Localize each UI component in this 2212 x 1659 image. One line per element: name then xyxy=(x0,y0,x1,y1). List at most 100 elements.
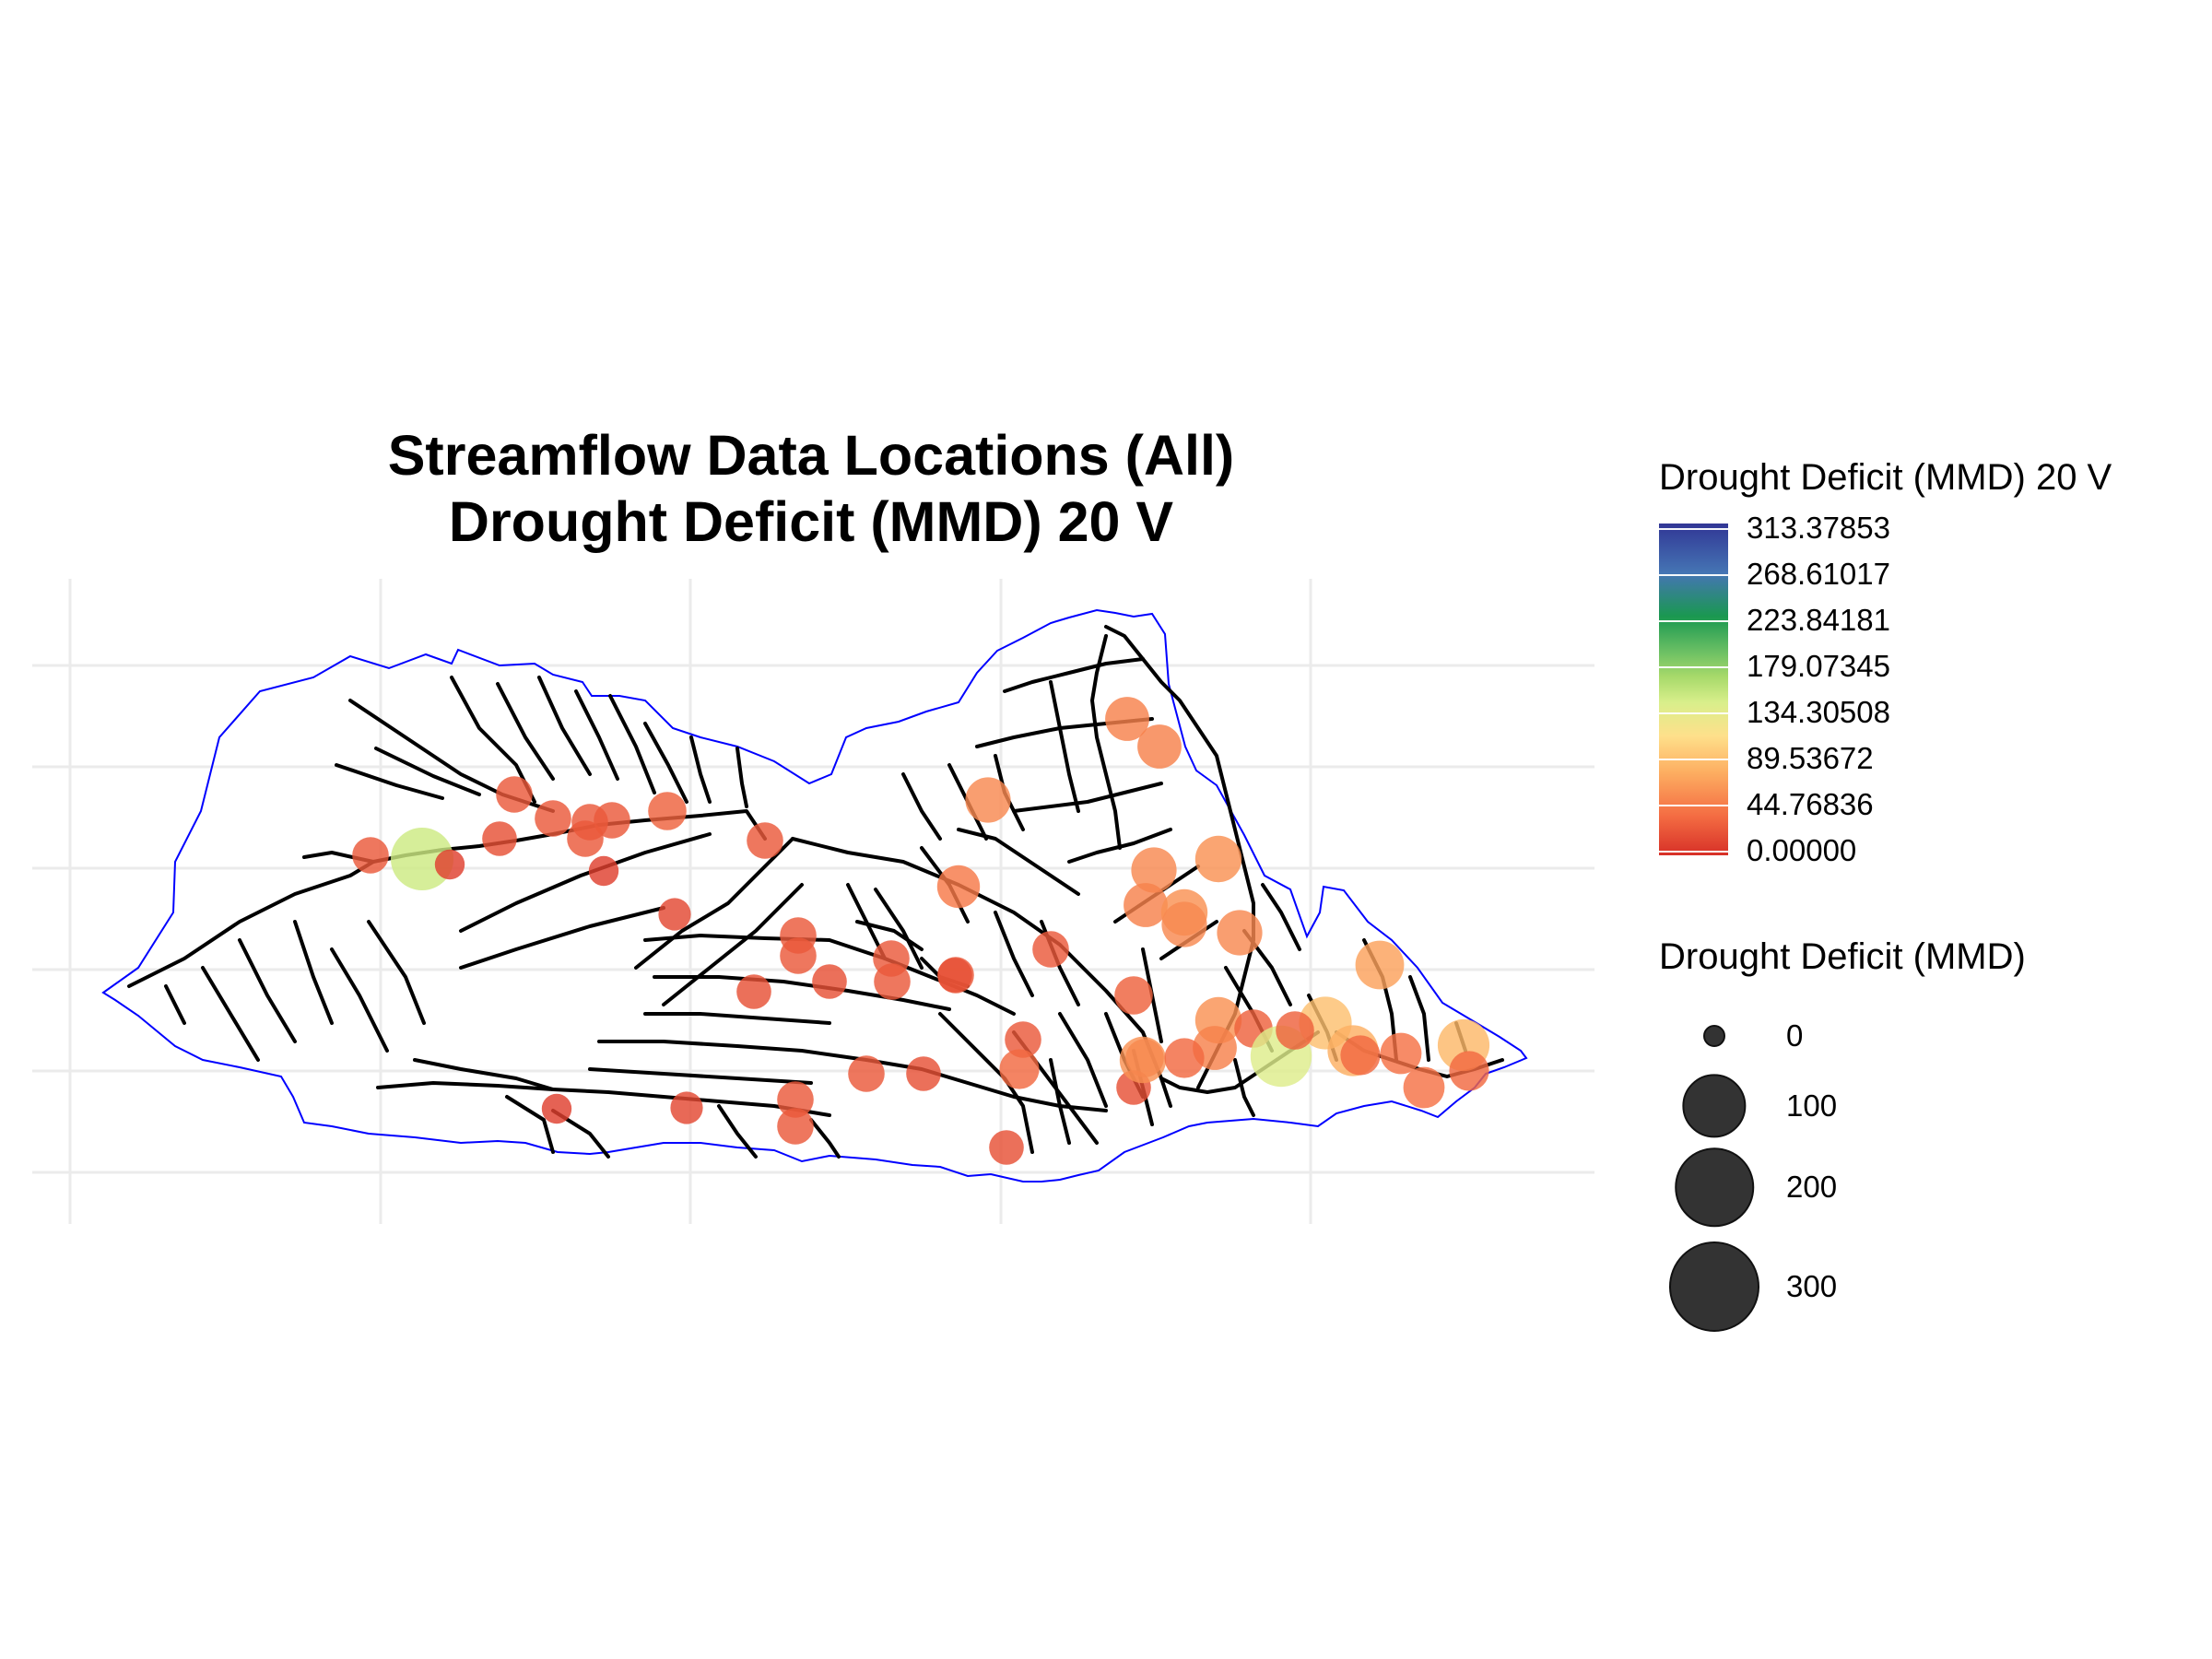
stream-segment xyxy=(1058,1012,1108,1108)
stream-segment xyxy=(608,694,656,794)
colorbar-tick-label: 268.61017 xyxy=(1747,557,1890,591)
stream-segment xyxy=(643,934,1016,1016)
gauge-point xyxy=(594,802,630,839)
gauge-point xyxy=(1355,940,1405,990)
stream-segment xyxy=(1261,883,1301,951)
gauge-point xyxy=(1114,976,1153,1015)
gauge-point xyxy=(496,776,533,813)
gauge-point xyxy=(352,837,389,874)
basin-boundary xyxy=(101,608,1528,1182)
colorbar-tick xyxy=(1659,759,1728,760)
stream-segment xyxy=(374,747,481,796)
gauge-point xyxy=(535,800,571,837)
gauge-point xyxy=(736,974,771,1009)
gauge-point xyxy=(391,828,453,890)
gauge-points xyxy=(352,697,1490,1165)
size-legend-title: Drought Deficit (MMD) xyxy=(1659,936,2026,977)
gauge-point xyxy=(936,865,981,909)
colorbar-tick-label: 44.76836 xyxy=(1747,787,1874,821)
gauge-point xyxy=(1005,1021,1041,1058)
stream-segment xyxy=(1049,1058,1071,1145)
colorbar-tick-label: 134.30508 xyxy=(1747,695,1890,729)
colorbar-tick xyxy=(1659,574,1728,576)
map-grid xyxy=(32,579,1594,1224)
gauge-point xyxy=(874,963,911,1000)
gauge-point xyxy=(937,958,972,993)
stream-segment xyxy=(201,966,260,1062)
size-legend-dot xyxy=(1675,1147,1754,1227)
stream-segment xyxy=(1067,828,1172,864)
colorbar-tick-label: 179.07345 xyxy=(1747,649,1890,683)
stream-segment xyxy=(1049,680,1080,813)
stream-segment xyxy=(662,883,804,1006)
gauge-point xyxy=(434,849,465,880)
stream-segment xyxy=(689,735,712,804)
gauge-point xyxy=(777,1081,814,1118)
title-line-2: Drought Deficit (MMD) 20 V xyxy=(448,490,1174,553)
title-line-1: Streamflow Data Locations (All) xyxy=(387,424,1235,487)
color-legend-title: Drought Deficit (MMD) 20 V xyxy=(1659,457,2112,498)
gauge-point xyxy=(1217,910,1263,956)
stream-segment xyxy=(1408,975,1430,1062)
colorbar-tick xyxy=(1659,528,1728,530)
colorbar-tick xyxy=(1659,712,1728,714)
stream-segment xyxy=(643,1012,831,1025)
stream-segment xyxy=(588,1067,813,1085)
colorbar-tick xyxy=(1659,666,1728,668)
colorbar-tick-label: 313.37853 xyxy=(1747,511,1890,545)
stream-segment xyxy=(809,1118,841,1159)
gauge-point xyxy=(1380,1032,1422,1075)
gauge-point xyxy=(780,937,817,974)
stream-segment xyxy=(1003,657,1145,693)
stream-segment xyxy=(874,888,924,970)
gauge-point xyxy=(1032,931,1069,968)
gauge-point xyxy=(541,1093,572,1124)
gauge-point xyxy=(906,1056,941,1091)
size-legend-dot xyxy=(1682,1074,1747,1138)
stream-segment xyxy=(238,938,297,1043)
gauge-point xyxy=(1137,724,1182,769)
stream-segment xyxy=(1012,782,1163,813)
gauge-point xyxy=(1131,847,1177,893)
gauge-point xyxy=(588,855,619,887)
gauge-point xyxy=(1449,1051,1489,1091)
colorbar-tick-label: 89.53672 xyxy=(1747,741,1874,775)
stream-segment xyxy=(293,920,334,1025)
colorbar xyxy=(1659,524,1728,855)
gauge-point xyxy=(812,964,847,999)
gauge-point xyxy=(567,820,604,857)
gauge-point xyxy=(482,821,517,856)
gauge-point xyxy=(1403,1066,1445,1109)
colorbar-tick xyxy=(1659,620,1728,622)
gauge-point xyxy=(747,822,783,859)
gauge-point xyxy=(648,792,687,830)
gauge-point xyxy=(965,777,1011,823)
gauge-point xyxy=(658,898,691,931)
stream-segment xyxy=(496,682,555,781)
stream-segment xyxy=(1090,634,1122,850)
stream-segment xyxy=(994,911,1034,997)
size-legend-dot xyxy=(1669,1241,1759,1332)
stream-segment xyxy=(367,920,426,1025)
size-legend-label: 0 xyxy=(1786,1018,1804,1053)
stream-segment xyxy=(957,828,1080,896)
stream-segment xyxy=(735,747,748,808)
gauge-point xyxy=(1119,1036,1167,1084)
plot-title: Streamflow Data Locations (All) Drought … xyxy=(0,422,1622,555)
stream-segment xyxy=(791,837,1172,1108)
gauge-point xyxy=(1164,1038,1205,1078)
stream-segment xyxy=(164,984,186,1025)
gauge-point xyxy=(989,1130,1024,1165)
gauge-point xyxy=(1194,835,1242,883)
size-legend-label: 300 xyxy=(1786,1269,1838,1303)
stream-segment xyxy=(717,1104,758,1159)
gauge-point xyxy=(1124,883,1168,927)
gauge-point xyxy=(1276,1011,1314,1050)
colorbar-tick-label: 223.84181 xyxy=(1747,603,1890,637)
colorbar-tick-label: 0.00000 xyxy=(1747,833,1857,867)
stream-segment xyxy=(901,772,942,841)
stream-segment xyxy=(1233,1058,1255,1117)
stream-segment xyxy=(855,920,924,951)
size-legend-label: 100 xyxy=(1786,1088,1838,1123)
